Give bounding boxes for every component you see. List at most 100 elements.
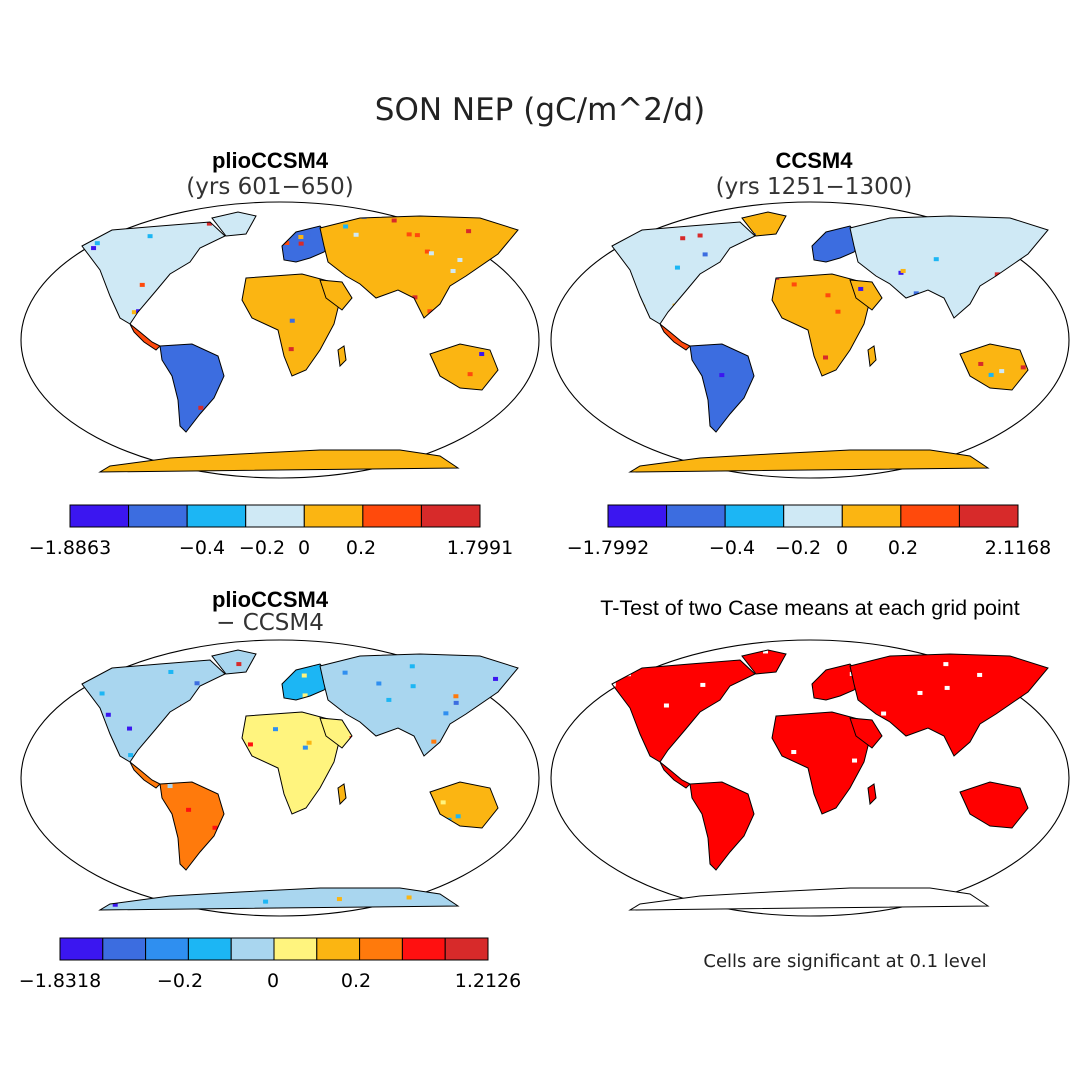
region-europe (812, 226, 862, 262)
coastline-australia (429, 781, 499, 829)
map-difference (20, 639, 540, 917)
coastline-central-america (659, 761, 691, 789)
colorbar-tick-label: −1.7992 (567, 537, 649, 559)
region-antarctica (100, 450, 458, 472)
panel-title-diff: plioCCSM4 (211, 587, 329, 612)
colorbar-tick-label: −0.2 (775, 537, 821, 559)
colorbar-box (666, 504, 726, 528)
colorbar-box (230, 937, 275, 961)
coastline-antarctica (98, 887, 460, 911)
significance-note: Cells are significant at 0.1 level (703, 951, 987, 972)
coastline-south-america (159, 343, 225, 433)
coastline-antarctica (628, 887, 990, 911)
coastline-asia (319, 215, 519, 319)
coastline-madagascar (867, 345, 877, 368)
colorbar-tick-label: −0.2 (157, 970, 203, 992)
colorbar-box (607, 504, 668, 528)
coastline-greenland (741, 211, 787, 237)
panel-subtitle-plio: (yrs 601−650) (186, 174, 354, 200)
coastline-north-america (81, 659, 226, 763)
colorbar-tick-label: 0 (836, 537, 848, 559)
region-south-america (690, 782, 754, 870)
map-ccsm4 (550, 201, 1070, 479)
figure-title: SON NEP (gC/m^2/d) (374, 92, 706, 128)
colorbar-box (316, 937, 361, 961)
colorbar-tick-label: 0.2 (341, 970, 371, 992)
colorbar-tick-label: −1.8863 (29, 537, 111, 559)
colorbar-tick-label: 0.2 (346, 537, 376, 559)
region-australia (430, 344, 498, 390)
coastline-australia (959, 343, 1029, 391)
coastline-madagascar (867, 783, 877, 806)
coastline-greenland (741, 649, 787, 675)
coastline-europe (811, 225, 863, 263)
colorbar-box (362, 504, 422, 528)
colorbar-box (303, 504, 364, 528)
coastline-madagascar (337, 345, 347, 368)
colorbar-box (783, 504, 843, 528)
region-madagascar (338, 784, 346, 804)
coastline-south-america (689, 343, 755, 433)
coastline-arabia (849, 717, 883, 749)
coastline-asia (849, 215, 1049, 319)
coastline-asia (319, 653, 519, 757)
colorbar-plio: −1.8863 −0.4 −0.2 0 0.2 1.7991 (29, 504, 513, 559)
colorbar-box (841, 504, 902, 528)
colorbar-tick-label: 0 (267, 970, 279, 992)
colorbar-tick-label: 1.2126 (455, 970, 521, 992)
coastline-europe (811, 663, 863, 701)
region-madagascar (868, 784, 876, 804)
coastline-central-america (659, 323, 691, 351)
region-arabia (850, 280, 882, 310)
colorbar-box (444, 937, 489, 961)
region-madagascar (868, 346, 876, 366)
colorbar-tick-label: −0.4 (179, 537, 225, 559)
colorbar-tick-label: −1.8318 (19, 970, 101, 992)
coastline-north-america (81, 221, 226, 325)
coastline-arabia (319, 717, 353, 749)
coastline-south-america (159, 781, 225, 871)
colorbar-box (401, 937, 446, 961)
panel-title-ccsm4: CCSM4 (775, 148, 853, 173)
colorbar-box (724, 504, 785, 528)
coastline-antarctica (628, 449, 990, 473)
colorbar-difference: −1.8318 −0.2 0 0.2 1.2126 (19, 937, 521, 992)
coastline-north-america (611, 659, 756, 763)
coastline-antarctica (98, 449, 460, 473)
colorbar-box (273, 937, 318, 961)
colorbar-tick-label: 0 (298, 537, 310, 559)
coastline-central-america (129, 761, 161, 789)
colorbar-box (59, 937, 104, 961)
coastline-arabia (849, 279, 883, 311)
coastline-greenland (211, 211, 257, 237)
colorbar-tick-label: −0.2 (239, 537, 285, 559)
coastline-central-america (129, 323, 161, 351)
region-antarctica (630, 450, 988, 472)
coastline-europe (281, 663, 333, 701)
coastline-australia (429, 343, 499, 391)
colorbar-box (359, 937, 403, 961)
colorbar-box (420, 504, 481, 528)
region-madagascar (338, 346, 346, 366)
coastline-arabia (319, 279, 353, 311)
colorbar-box (245, 504, 305, 528)
coastline-australia (959, 781, 1029, 829)
map-plio (20, 201, 540, 479)
region-greenland (212, 650, 256, 674)
colorbar-box (128, 504, 188, 528)
colorbar-ccsm4: −1.7992 −0.4 −0.2 0 0.2 2.1168 (567, 504, 1051, 559)
coastline-europe (281, 225, 333, 263)
map-ttest (550, 639, 1070, 917)
region-arabia (850, 718, 882, 748)
coastline-north-america (611, 221, 756, 325)
coastline-madagascar (337, 783, 347, 806)
region-antarctica (630, 888, 988, 910)
panel-title-plio: plioCCSM4 (211, 148, 329, 173)
colorbar-box (102, 937, 147, 961)
region-europe (282, 226, 332, 262)
colorbar-box (69, 504, 130, 528)
coastline-asia (849, 653, 1049, 757)
coastline-south-america (689, 781, 755, 871)
colorbar-tick-label: 2.1168 (985, 537, 1051, 559)
colorbar-box (187, 937, 232, 961)
